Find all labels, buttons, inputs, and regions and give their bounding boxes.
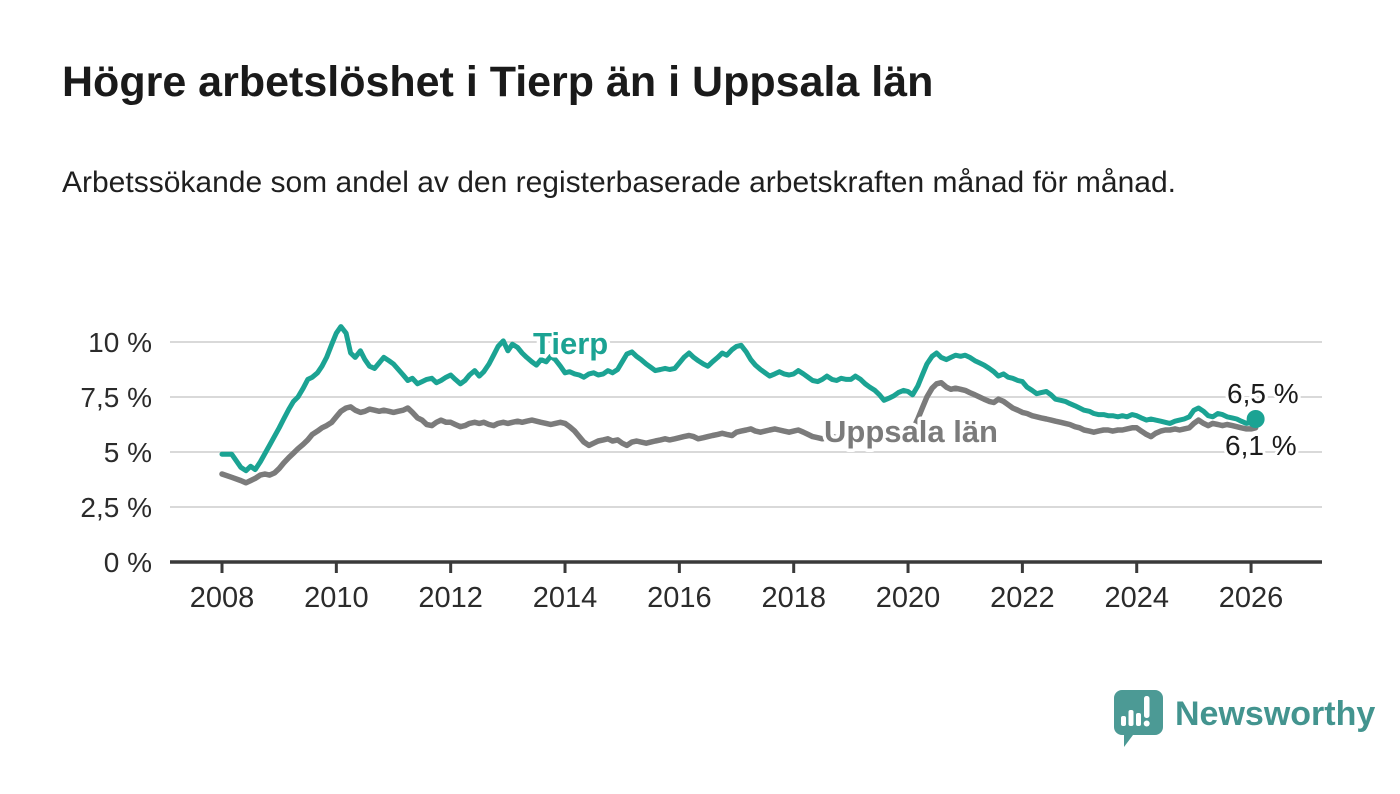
page-title: Högre arbetslöshet i Tierp än i Uppsala … xyxy=(62,58,934,106)
chart-subtitle: Arbetssökande som andel av den registerb… xyxy=(62,166,1176,199)
y-axis-tick-label: 10 % xyxy=(88,327,152,358)
x-axis-tick-label: 2016 xyxy=(647,582,712,614)
end-value-label-tierp: 6,5 % xyxy=(1227,378,1299,409)
y-axis-tick-label: 5 % xyxy=(104,437,152,468)
y-axis-tick-label: 0 % xyxy=(104,547,152,578)
series-line-uppsala xyxy=(219,379,1259,486)
x-axis-tick-label: 2014 xyxy=(533,582,598,614)
x-axis-tick-label: 2010 xyxy=(304,582,369,614)
x-axis-tick-label: 2024 xyxy=(1104,582,1169,614)
exclamation-dot xyxy=(1143,720,1150,727)
series-label-tierp: Tierp xyxy=(533,326,608,361)
y-axis-tick-label: 7,5 % xyxy=(80,382,152,413)
series-label-uppsala: Uppsala län xyxy=(824,414,998,449)
series-end-dot-tierp xyxy=(1246,410,1265,428)
x-axis-tick-label: 2008 xyxy=(190,582,255,614)
end-value-label-uppsala: 6,1 % xyxy=(1225,430,1297,461)
newsworthy-logo-icon xyxy=(1112,686,1164,748)
series-line-tierp xyxy=(219,324,1259,474)
x-axis-tick-label: 2018 xyxy=(761,582,826,614)
y-axis-tick-label: 2,5 % xyxy=(80,492,152,523)
x-axis-tick-label: 2012 xyxy=(418,582,483,614)
newsworthy-brand: Newsworthy xyxy=(1112,684,1376,750)
brand-name: Newsworthy xyxy=(1175,695,1376,733)
x-axis-tick-label: 2026 xyxy=(1219,582,1284,614)
x-axis-tick-label: 2020 xyxy=(876,582,941,614)
x-axis-tick-label: 2022 xyxy=(990,582,1055,614)
exclamation-bar xyxy=(1144,696,1150,718)
